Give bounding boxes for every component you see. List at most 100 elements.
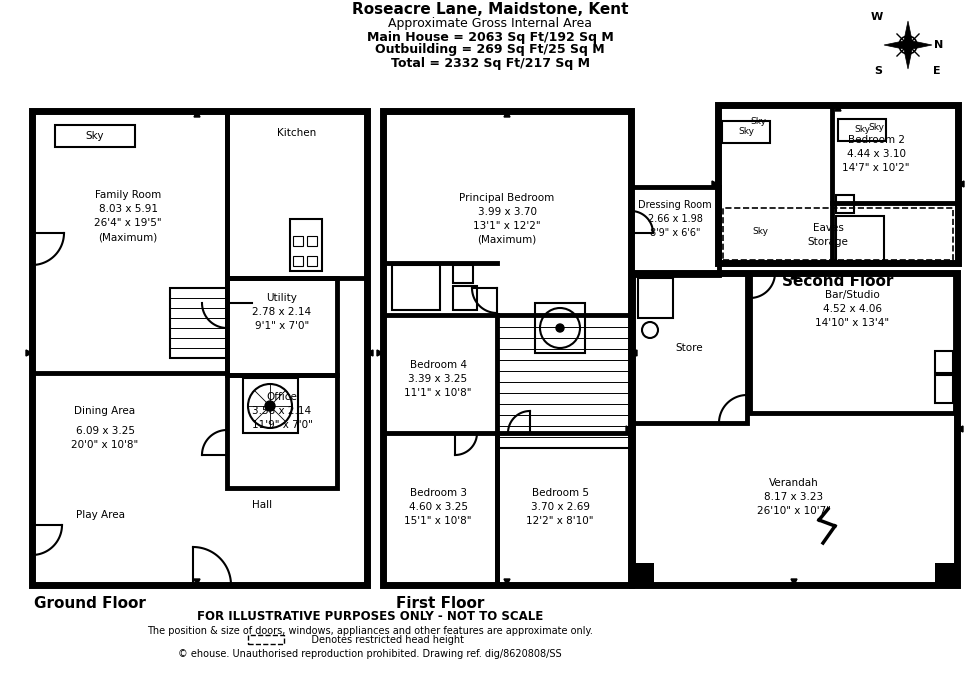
Text: 3.39 x 3.25: 3.39 x 3.25 xyxy=(409,374,467,384)
Bar xyxy=(935,351,953,373)
Text: Sky: Sky xyxy=(86,131,104,141)
Text: Bedroom 2: Bedroom 2 xyxy=(848,135,905,145)
Text: 3.99 x 3.70: 3.99 x 3.70 xyxy=(477,207,536,217)
Text: Sky: Sky xyxy=(738,128,754,137)
Text: 11'9" x 7'0": 11'9" x 7'0" xyxy=(252,420,313,430)
Text: Bar/Studio: Bar/Studio xyxy=(824,290,879,300)
Bar xyxy=(638,278,673,318)
Text: W: W xyxy=(871,12,883,22)
Text: 13'1" x 12'2": 13'1" x 12'2" xyxy=(473,221,541,231)
Bar xyxy=(722,121,770,143)
Text: Approximate Gross Internal Area: Approximate Gross Internal Area xyxy=(388,17,592,30)
Text: Storage: Storage xyxy=(808,237,849,247)
Text: 4.52 x 4.06: 4.52 x 4.06 xyxy=(822,304,881,314)
Bar xyxy=(243,378,298,433)
Text: First Floor: First Floor xyxy=(396,595,484,611)
Text: Bedroom 5: Bedroom 5 xyxy=(531,488,589,498)
Polygon shape xyxy=(791,273,797,279)
Text: Dining Area: Dining Area xyxy=(74,406,135,416)
Polygon shape xyxy=(958,181,964,187)
Text: Denotes restricted head height: Denotes restricted head height xyxy=(276,635,464,645)
Bar xyxy=(723,208,953,260)
Bar xyxy=(293,236,303,246)
Bar xyxy=(227,111,367,278)
Bar xyxy=(836,195,854,213)
Text: S: S xyxy=(874,66,882,76)
Text: Ground Floor: Ground Floor xyxy=(34,595,146,611)
Text: 3.58 x 2.14: 3.58 x 2.14 xyxy=(253,406,312,416)
Text: Main House = 2063 Sq Ft/192 Sq M: Main House = 2063 Sq Ft/192 Sq M xyxy=(367,30,613,44)
Polygon shape xyxy=(903,45,913,69)
Text: 26'10" x 10'7": 26'10" x 10'7" xyxy=(757,506,831,516)
Text: Utility: Utility xyxy=(267,293,298,303)
Text: 8'9" x 6'6": 8'9" x 6'6" xyxy=(650,228,701,238)
Bar xyxy=(307,236,317,246)
Text: Eaves: Eaves xyxy=(812,223,844,233)
Text: Principal Bedroom: Principal Bedroom xyxy=(460,193,555,203)
Bar xyxy=(750,273,955,413)
Circle shape xyxy=(265,401,275,411)
Text: Total = 2332 Sq Ft/217 Sq M: Total = 2332 Sq Ft/217 Sq M xyxy=(390,57,590,69)
Text: 2.66 x 1.98: 2.66 x 1.98 xyxy=(648,214,703,224)
Bar xyxy=(935,563,957,585)
Text: 4.60 x 3.25: 4.60 x 3.25 xyxy=(409,502,467,512)
Polygon shape xyxy=(626,426,632,432)
Text: 12'2" x 8'10": 12'2" x 8'10" xyxy=(526,516,594,526)
Bar xyxy=(718,105,958,263)
Text: Second Floor: Second Floor xyxy=(782,274,894,288)
Text: 3.70 x 2.69: 3.70 x 2.69 xyxy=(530,502,590,512)
Polygon shape xyxy=(791,579,797,585)
Text: 26'4" x 19'5": 26'4" x 19'5" xyxy=(94,218,162,228)
Bar xyxy=(383,111,631,585)
Bar xyxy=(307,256,317,266)
Circle shape xyxy=(556,324,564,332)
Bar xyxy=(248,635,284,644)
Bar xyxy=(497,315,631,448)
Bar xyxy=(290,219,322,271)
Polygon shape xyxy=(26,350,32,356)
Text: E: E xyxy=(933,66,941,76)
Text: Office: Office xyxy=(267,392,298,402)
Bar xyxy=(293,256,303,266)
Text: N: N xyxy=(934,40,944,50)
Text: Sky: Sky xyxy=(854,125,870,134)
Bar xyxy=(631,187,719,275)
Polygon shape xyxy=(908,40,932,50)
Text: Dressing Room: Dressing Room xyxy=(638,200,711,210)
Text: 11'1" x 10'8": 11'1" x 10'8" xyxy=(405,388,471,398)
Text: (Maximum): (Maximum) xyxy=(98,232,158,242)
Bar xyxy=(632,273,747,423)
Text: Outbuilding = 269 Sq Ft/25 Sq M: Outbuilding = 269 Sq Ft/25 Sq M xyxy=(375,44,605,57)
Bar xyxy=(227,375,337,488)
Text: © ehouse. Unauthorised reproduction prohibited. Drawing ref. dig/8620808/SS: © ehouse. Unauthorised reproduction proh… xyxy=(178,649,562,659)
Text: 14'7" x 10'2": 14'7" x 10'2" xyxy=(842,163,909,173)
Text: Roseacre Lane, Maidstone, Kent: Roseacre Lane, Maidstone, Kent xyxy=(352,3,628,17)
Text: Store: Store xyxy=(675,343,703,353)
Bar xyxy=(632,273,957,585)
Text: 4.44 x 3.10: 4.44 x 3.10 xyxy=(847,149,906,159)
Text: Hall: Hall xyxy=(252,500,272,510)
Polygon shape xyxy=(367,350,373,356)
Bar xyxy=(836,216,884,261)
Polygon shape xyxy=(504,579,510,585)
Bar xyxy=(838,119,886,141)
Polygon shape xyxy=(504,111,510,117)
Bar xyxy=(392,265,440,310)
Polygon shape xyxy=(377,350,383,356)
Text: Sky: Sky xyxy=(750,116,766,125)
Text: 2.78 x 2.14: 2.78 x 2.14 xyxy=(253,307,312,317)
Polygon shape xyxy=(957,426,963,432)
Text: The position & size of doors, windows, appliances and other features are approxi: The position & size of doors, windows, a… xyxy=(147,626,593,636)
Text: Bedroom 3: Bedroom 3 xyxy=(410,488,466,498)
Bar xyxy=(535,303,585,353)
Polygon shape xyxy=(194,111,200,117)
Polygon shape xyxy=(712,181,718,187)
Bar xyxy=(453,265,473,283)
Polygon shape xyxy=(631,350,637,356)
Text: Play Area: Play Area xyxy=(75,510,124,520)
Text: Family Room: Family Room xyxy=(95,190,161,200)
Text: 20'0" x 10'8": 20'0" x 10'8" xyxy=(72,440,138,450)
Text: 6.09 x 3.25: 6.09 x 3.25 xyxy=(75,426,134,436)
Bar xyxy=(632,563,654,585)
Text: Sky: Sky xyxy=(868,123,884,132)
